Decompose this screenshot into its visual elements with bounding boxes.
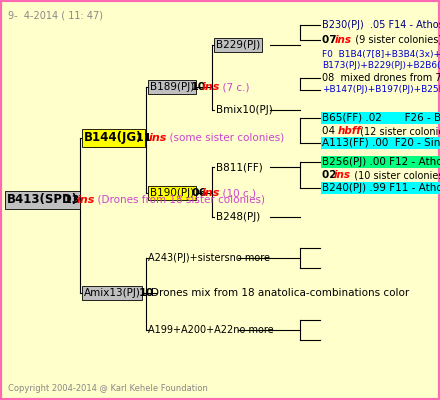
Text: Drones mix from 18 anatolica-combinations color: Drones mix from 18 anatolica-combination… [151,288,409,298]
Text: 07: 07 [322,35,340,45]
Text: 10: 10 [139,288,154,298]
Text: hbff: hbff [338,126,362,136]
Text: A199+A200+A22no more: A199+A200+A22no more [148,325,274,335]
Text: 02: 02 [322,170,340,180]
Text: B65(FF) .02       F26 - B-xx43: B65(FF) .02 F26 - B-xx43 [322,113,440,123]
Text: B240(PJ) .99 F11 - AthosStB0R: B240(PJ) .99 F11 - AthosStB0R [322,183,440,193]
Text: A113(FF) .00  F20 - Sinop62R: A113(FF) .00 F20 - Sinop62R [322,138,440,148]
Text: B811(FF): B811(FF) [216,162,263,172]
Text: F0  B1B4(7[8]+B3B4(3x)+B243(2x): F0 B1B4(7[8]+B3B4(3x)+B243(2x) [322,50,440,58]
Text: B413(SPD): B413(SPD) [7,194,78,206]
Text: 13: 13 [64,195,83,205]
Text: ins: ins [202,188,220,198]
Text: ins: ins [149,133,167,143]
Text: B230(PJ)  .05 F14 - AthosStB0R: B230(PJ) .05 F14 - AthosStB0R [322,20,440,30]
Text: ins: ins [77,195,95,205]
Text: (10 c.): (10 c.) [216,188,256,198]
Text: +B147(PJ)+B197(PJ)+B25B(PJ): +B147(PJ)+B197(PJ)+B25B(PJ) [322,86,440,94]
Text: 10: 10 [191,82,206,92]
Text: B256(PJ) .00 F12 - AthosStB0R: B256(PJ) .00 F12 - AthosStB0R [322,157,440,167]
Text: B229(PJ): B229(PJ) [216,40,260,50]
Text: 11: 11 [136,133,155,143]
Text: B190(PJ): B190(PJ) [150,188,194,198]
Text: 06: 06 [191,188,206,198]
Text: ins: ins [334,170,351,180]
Text: 08  mixed drones from 7 breeder col: 08 mixed drones from 7 breeder col [322,73,440,83]
Text: B189(PJ): B189(PJ) [150,82,194,92]
Text: B144(JG): B144(JG) [84,132,143,144]
Text: (some sister colonies): (some sister colonies) [163,133,284,143]
Text: 9-  4-2014 ( 11: 47): 9- 4-2014 ( 11: 47) [8,10,103,20]
Text: (Drones from 18 sister colonies): (Drones from 18 sister colonies) [91,195,265,205]
Text: A243(PJ)+sistersno more: A243(PJ)+sistersno more [148,253,270,263]
Text: (10 sister colonies): (10 sister colonies) [348,170,440,180]
Text: (12 sister colonies): (12 sister colonies) [357,126,440,136]
Text: Copyright 2004-2014 @ Karl Kehele Foundation: Copyright 2004-2014 @ Karl Kehele Founda… [8,384,208,393]
Text: Amix13(PJ): Amix13(PJ) [84,288,141,298]
Text: B248(PJ): B248(PJ) [216,212,260,222]
Text: (7 c.): (7 c.) [216,82,249,92]
Text: (9 sister colonies): (9 sister colonies) [349,35,440,45]
Text: ins: ins [202,82,220,92]
Text: 04: 04 [322,126,341,136]
Text: B173(PJ)+B229(PJ)+B2B6(PJ)+B: B173(PJ)+B229(PJ)+B2B6(PJ)+B [322,60,440,70]
Text: Bmix10(PJ): Bmix10(PJ) [216,105,273,115]
Text: ins: ins [335,35,352,45]
